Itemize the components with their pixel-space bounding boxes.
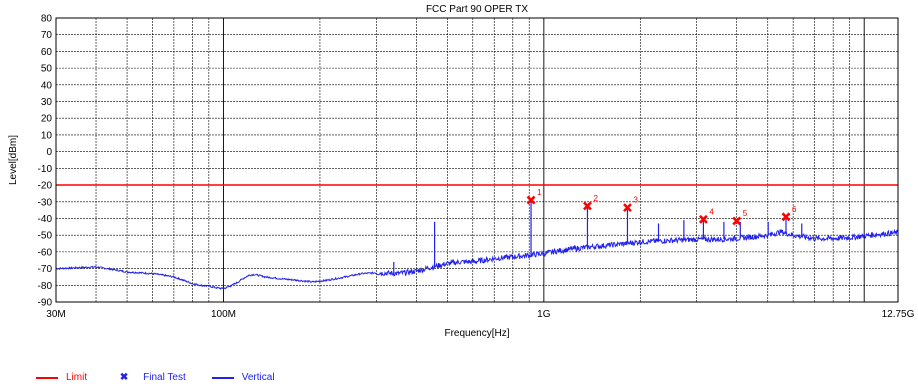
final-test-marker-label: 1 [537, 188, 542, 197]
series-vertical-line [55, 228, 899, 290]
y-tick-label: 60 [41, 47, 53, 58]
final-test-marker-label: 4 [709, 207, 714, 216]
chart-title: FCC Part 90 OPER TX [426, 4, 528, 15]
plot-area [56, 18, 898, 302]
final-test-x-stroke [583, 201, 592, 211]
legend-limit-swatch [36, 376, 58, 379]
legend-item-final-test: ✖ Final Test [113, 372, 186, 383]
y-tick-label: -20 [38, 181, 53, 192]
y-axis-label: Level[dBm] [8, 135, 19, 185]
grid-major [56, 18, 898, 302]
legend-vertical-label: Vertical [241, 372, 275, 383]
final-test-marker-label: 6 [792, 205, 797, 214]
y-tick-label: 10 [41, 130, 53, 141]
final-test-marker-label: 5 [743, 209, 748, 218]
final-test-marker-label: 3 [633, 196, 638, 205]
final-test-x-stroke [526, 195, 536, 205]
y-tick-label: 50 [41, 64, 53, 75]
y-tick-label: -40 [38, 214, 53, 225]
legend-final-test-x-icon: ✖ [119, 372, 129, 383]
y-tick-label: 80 [41, 14, 53, 25]
y-axis-ticks: 80 70 60 50 40 30 20 10 0 -10 -20 -30 -40 -50 -60 -70 -8… [38, 14, 53, 309]
legend: Limit ✖ Final Test Vertical [36, 372, 301, 383]
x-axis-ticks: 30M 100M 1G 12.75G [46, 309, 914, 320]
x-tick-label: 1G [537, 309, 551, 320]
y-tick-label: 70 [41, 30, 53, 41]
y-tick-label: 40 [41, 80, 53, 91]
final-test-marker-label: 2 [593, 194, 598, 203]
plot-frame [55, 17, 899, 303]
legend-item-vertical: Vertical [211, 372, 275, 383]
y-tick-label: -50 [38, 231, 53, 242]
final-test-x-stroke [732, 216, 742, 226]
final-test-marker: 6 [781, 205, 797, 222]
y-tick-label: -60 [38, 247, 53, 258]
x-axis-label: Frequency[Hz] [444, 328, 509, 339]
y-tick-label: 0 [46, 147, 52, 158]
y-tick-label: 20 [41, 114, 53, 125]
final-test-marker: 2 [583, 194, 598, 211]
grid-minor [95, 18, 850, 302]
legend-vertical-swatch [211, 376, 234, 379]
series-layer: 1 2 3 4 5 6 [55, 184, 899, 290]
y-tick-label: -80 [38, 281, 53, 292]
final-test-x-stroke [781, 212, 791, 222]
x-tick-label: 12.75G [882, 309, 915, 320]
final-test-x-stroke [623, 203, 632, 213]
x-tick-label: 30M [46, 309, 65, 320]
y-tick-label: -90 [38, 298, 53, 309]
final-test-marker: 4 [698, 207, 714, 224]
final-test-marker: 5 [732, 209, 748, 226]
y-tick-label: -30 [38, 197, 53, 208]
legend-final-test-label: Final Test [143, 372, 186, 383]
y-tick-label: -70 [38, 264, 53, 275]
final-test-marker: 1 [526, 188, 542, 205]
legend-limit-label: Limit [66, 372, 88, 383]
final-test-marker: 3 [623, 196, 638, 213]
legend-item-limit: Limit [36, 372, 87, 383]
x-tick-label: 100M [211, 309, 236, 320]
y-tick-label: -10 [38, 164, 53, 175]
final-test-x-stroke [698, 214, 708, 224]
y-tick-label: 30 [41, 97, 53, 108]
